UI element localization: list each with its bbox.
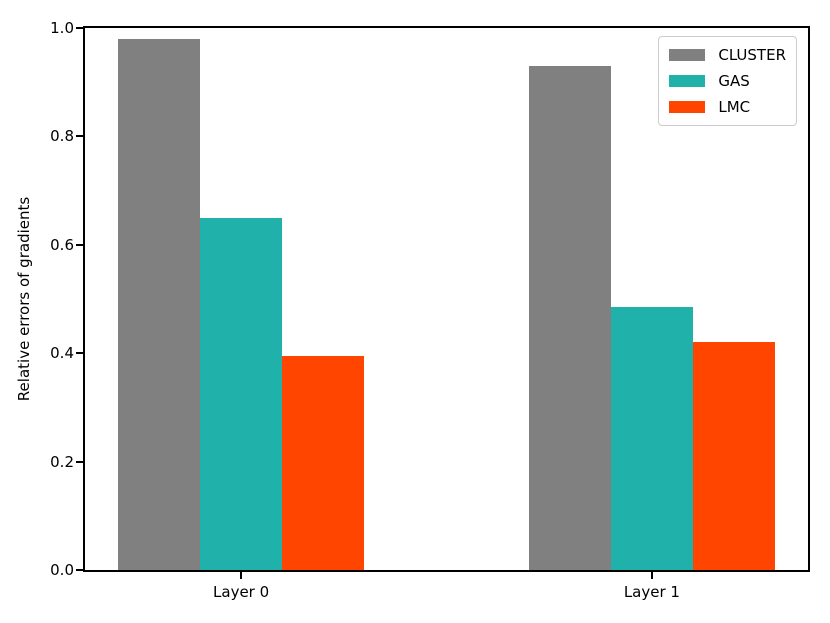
x-tick-mark [650, 570, 653, 579]
legend-label-lmc: LMC [718, 98, 751, 116]
legend-item-gas: GAS [669, 71, 786, 91]
y-tick-label: 0.4 [50, 344, 74, 363]
legend-label-cluster: CLUSTER [718, 46, 786, 64]
legend: CLUSTER GAS LMC [658, 36, 797, 126]
y-tick-mark [76, 352, 83, 355]
legend-label-gas: GAS [718, 72, 750, 90]
y-tick-label: 0.2 [50, 452, 74, 471]
legend-item-cluster: CLUSTER [669, 45, 786, 65]
legend-cluster-swatch [669, 49, 706, 61]
bar-lmc-layer-0 [282, 355, 365, 570]
y-tick-label: 0.0 [50, 561, 74, 579]
bar-cluster-layer-1 [528, 65, 611, 570]
y-tick-mark [76, 460, 83, 463]
y-tick-mark [76, 135, 83, 138]
legend-lmc-swatch [669, 101, 706, 113]
x-tick-label: Layer 0 [213, 583, 270, 601]
y-tick-mark [76, 243, 83, 246]
legend-item-lmc: LMC [669, 97, 786, 117]
legend-gas-swatch [669, 75, 706, 87]
plot-area: 0.0 0.2 0.4 0.6 0.8 1.0 Layer 0 Layer 1 CLUSTE… [50, 19, 810, 601]
y-tick-label: 0.8 [50, 127, 74, 146]
y-tick-mark [76, 27, 83, 29]
bar-lmc-layer-1 [692, 342, 776, 570]
bar-gas-layer-0 [200, 217, 283, 570]
bar-cluster-layer-0 [117, 38, 201, 570]
y-axis-label: Relative errors of gradients [15, 196, 33, 402]
y-tick-label: 0.6 [50, 235, 74, 254]
bar-gas-layer-1 [610, 307, 693, 570]
x-tick-mark [240, 570, 243, 579]
y-tick-mark [76, 569, 83, 571]
x-tick-label: Layer 1 [623, 583, 680, 601]
y-tick-label: 1.0 [50, 19, 74, 37]
